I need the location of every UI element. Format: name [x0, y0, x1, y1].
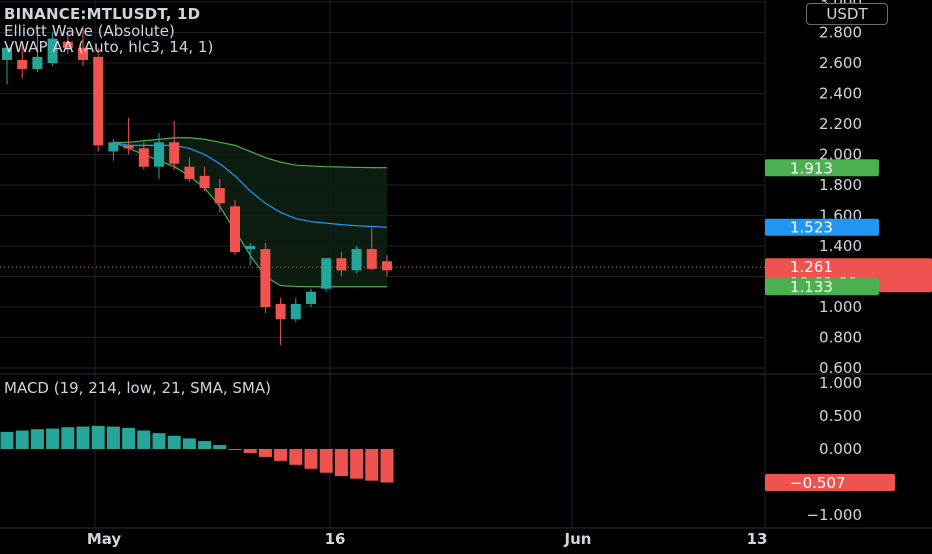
macd-bar — [365, 449, 379, 481]
macd-axis-tick: 1.000 — [819, 374, 862, 392]
macd-axis-tick: 0.500 — [819, 407, 862, 425]
candle-body — [138, 148, 149, 167]
price-tag-label: 1.913 — [790, 159, 833, 177]
currency-button[interactable]: USDT — [806, 3, 888, 25]
candles-layer — [2, 26, 392, 346]
macd-bar — [198, 441, 212, 449]
candle-body — [306, 291, 316, 304]
price-tag-label: 1.523 — [790, 219, 833, 237]
macd-bar — [167, 435, 181, 449]
candle-body — [154, 142, 164, 167]
price-axis-layer: 3.0002.8002.6002.4002.2002.0001.8001.600… — [87, 0, 862, 548]
macd-bar — [274, 449, 288, 461]
macd-bar — [258, 449, 272, 457]
candle-body — [214, 188, 225, 204]
macd-histogram-layer — [0, 425, 394, 483]
candle-body — [382, 261, 392, 271]
price-axis-tick: 2.000 — [819, 146, 862, 164]
time-axis-tick: Jun — [564, 530, 592, 548]
price-tag-bg — [765, 159, 879, 177]
candle-body — [351, 249, 362, 271]
candle-body — [275, 303, 286, 320]
price-axis-tick: 2.800 — [819, 24, 862, 42]
macd-bar — [289, 449, 303, 465]
macd-legend[interactable]: MACD (19, 214, low, 21, SMA, SMA) — [4, 379, 271, 397]
macd-bar — [106, 426, 120, 449]
macd-bar — [76, 426, 90, 449]
macd-bar — [15, 430, 29, 449]
candle-body — [62, 41, 73, 48]
price-axis-tick: 2.600 — [819, 54, 862, 72]
elliott-wave-legend[interactable]: Elliott Wave (Absolute) — [4, 22, 175, 40]
candle-body — [321, 258, 332, 289]
vwap-legend[interactable]: VWAP AA (Auto, hlc3, 14, 1) — [4, 38, 214, 56]
macd-bar — [30, 429, 44, 449]
candle-body — [245, 246, 256, 250]
macd-bar — [0, 431, 14, 449]
macd-axis-tick: −1.000 — [806, 506, 862, 524]
candle-body — [260, 249, 271, 307]
time-axis-tick: 13 — [747, 530, 768, 548]
macd-bar — [334, 449, 348, 477]
macd-tag-label: −0.507 — [790, 474, 846, 492]
candle-body — [93, 56, 104, 146]
macd-bar — [46, 428, 60, 449]
macd-bar — [319, 449, 333, 473]
price-axis-tick: 1.000 — [819, 298, 862, 316]
macd-bar — [152, 433, 166, 449]
price-axis-tick: 0.800 — [819, 329, 862, 347]
macd-bar — [304, 449, 318, 469]
candle-body — [78, 47, 88, 60]
macd-bar — [137, 430, 151, 449]
symbol-title[interactable]: BINANCE:MTLUSDT, 1D — [4, 5, 201, 23]
macd-bar — [350, 449, 364, 479]
candle-body — [123, 145, 134, 149]
candle-body — [290, 303, 301, 320]
macd-bar — [61, 427, 75, 449]
candle-body — [108, 142, 119, 152]
price-tag-label: 1.133 — [790, 278, 833, 296]
price-tag-bg — [765, 218, 879, 236]
candle-body — [336, 258, 347, 271]
price-axis-tick: 2.200 — [819, 115, 862, 133]
candle-body — [366, 249, 377, 269]
macd-bar — [213, 445, 227, 449]
macd-bar — [182, 438, 196, 449]
price-axis-tick: 1.800 — [819, 176, 862, 194]
macd-bar — [228, 449, 242, 450]
candle-body — [169, 142, 180, 164]
price-tag-label: 1.261 — [790, 258, 833, 276]
macd-bar — [122, 427, 136, 449]
macd-bar — [91, 425, 105, 449]
candle-body — [184, 166, 195, 179]
time-axis-tick: May — [87, 530, 122, 548]
time-axis-tick: 16 — [325, 530, 346, 548]
candle-body — [2, 47, 12, 60]
macd-axis-tick: 0.000 — [819, 440, 862, 458]
macd-bar — [243, 449, 257, 453]
macd-bar — [380, 449, 394, 483]
price-tag-bg — [765, 278, 879, 296]
candle-body — [32, 56, 43, 70]
price-axis-tick: 2.400 — [819, 85, 862, 103]
price-axis-tick: 0.600 — [819, 359, 862, 377]
candle-body — [230, 206, 240, 253]
macd-tag-bg — [765, 473, 895, 491]
candle-body — [17, 59, 28, 70]
candle-body — [199, 175, 210, 189]
candle-body — [47, 38, 58, 63]
price-axis-tick: 1.400 — [819, 237, 862, 255]
vwap-band-fill — [113, 137, 388, 287]
